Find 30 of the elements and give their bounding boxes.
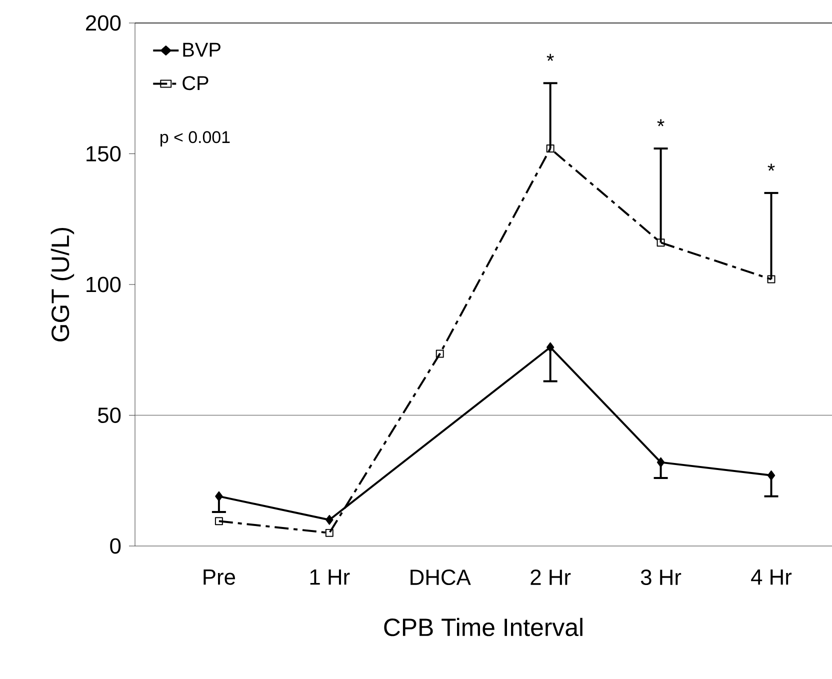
x-tick-label: DHCA [410, 570, 471, 586]
x-tick-label: 1 Hr [310, 570, 350, 585]
y-tick-label: 0 [110, 538, 121, 554]
annotation: p < 0.001 [160, 131, 230, 146]
annotation: * [546, 54, 554, 61]
point [436, 350, 444, 358]
x-tick-label: 2 Hr [530, 570, 571, 585]
y-tick-label: 50 [98, 407, 121, 424]
y-tick-label: 200 [86, 15, 121, 31]
point [656, 238, 665, 247]
legend-label: BVP [183, 42, 220, 57]
x-tick-label: 3 Hr [640, 570, 682, 586]
point [546, 342, 554, 352]
annotation: * [768, 164, 775, 171]
annotation: * [657, 119, 664, 126]
point [215, 491, 223, 502]
point [656, 457, 665, 468]
y-axis-title: GGT (U/L) [50, 228, 74, 342]
x-tick-label: 4 Hr [751, 570, 792, 585]
x-tick-label: Pre [204, 570, 236, 585]
y-tick-label: 150 [86, 146, 121, 162]
point [767, 470, 776, 480]
point [325, 528, 334, 537]
point [214, 517, 223, 526]
point [767, 275, 776, 284]
x-axis-title: CPB Time Interval [384, 618, 582, 636]
point [326, 514, 334, 525]
legend-label: CP [182, 76, 208, 90]
point [546, 144, 554, 153]
y-tick-label: 100 [86, 276, 121, 292]
